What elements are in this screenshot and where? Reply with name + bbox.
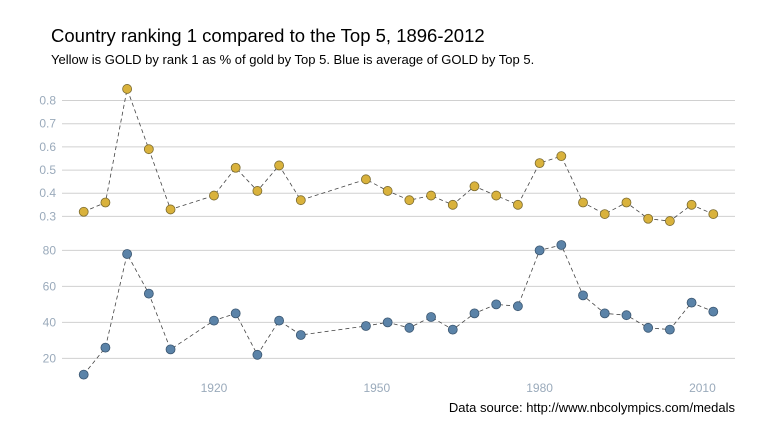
series-line-gold xyxy=(83,87,714,222)
y-tick-label: 40 xyxy=(43,315,57,329)
data-point-gold xyxy=(469,181,480,192)
y-tick-label: 0.8 xyxy=(39,94,56,108)
data-point-gold xyxy=(361,174,371,185)
x-tick-label: 1920 xyxy=(201,381,228,395)
y-tick-label: 80 xyxy=(43,243,57,257)
data-point-blue xyxy=(426,312,436,322)
data-point-gold xyxy=(599,209,610,219)
y-tick-label: 20 xyxy=(43,351,57,365)
x-tick-label: 1950 xyxy=(363,381,390,395)
data-point-blue xyxy=(122,249,133,259)
y-tick-label: 0.7 xyxy=(39,117,56,131)
data-point-blue xyxy=(534,245,545,256)
data-point-gold xyxy=(426,190,436,201)
data-point-blue xyxy=(491,299,502,310)
data-point-blue xyxy=(143,288,154,299)
x-tick-label: 1980 xyxy=(526,381,553,395)
data-point-gold xyxy=(122,84,133,94)
data-point-gold xyxy=(534,158,545,169)
data-point-gold xyxy=(686,199,697,210)
data-point-blue xyxy=(209,315,219,326)
y-tick-label: 0.4 xyxy=(39,186,56,200)
data-point-gold xyxy=(252,186,263,196)
data-point-gold xyxy=(165,204,176,215)
data-point-gold xyxy=(664,216,675,226)
data-point-blue xyxy=(643,322,654,333)
y-tick-label: 60 xyxy=(43,279,57,293)
data-point-gold xyxy=(578,197,588,208)
data-point-gold xyxy=(78,206,89,217)
data-point-blue xyxy=(100,342,111,353)
data-point-gold xyxy=(513,199,523,210)
y-tick-label: 0.6 xyxy=(39,140,56,154)
data-point-blue xyxy=(404,322,415,333)
x-tick-label: 2010 xyxy=(689,381,716,395)
data-point-blue xyxy=(599,308,610,319)
chart-subtitle: Yellow is GOLD by rank 1 as % of gold by… xyxy=(51,52,535,67)
data-point-blue xyxy=(382,317,393,328)
data-point-gold xyxy=(447,199,458,210)
data-point-gold xyxy=(382,186,393,196)
data-point-gold xyxy=(274,160,284,171)
data-point-gold xyxy=(708,209,719,219)
data-point-gold xyxy=(556,151,567,162)
data-point-blue xyxy=(621,310,632,321)
data-point-blue xyxy=(78,369,89,380)
data-point-blue xyxy=(556,240,567,250)
data-point-gold xyxy=(100,197,111,208)
data-point-blue xyxy=(230,308,241,319)
data-point-gold xyxy=(143,144,154,155)
data-point-gold xyxy=(209,190,219,201)
data-point-gold xyxy=(230,162,241,173)
data-point-gold xyxy=(491,190,502,201)
data-point-gold xyxy=(643,213,654,224)
chart-caption: Data source: http://www.nbcolympics.com/… xyxy=(448,400,735,415)
data-point-blue xyxy=(469,308,480,319)
chart-title: Country ranking 1 compared to the Top 5,… xyxy=(51,25,485,46)
data-point-gold xyxy=(621,197,632,208)
data-point-blue xyxy=(578,290,588,301)
data-point-blue xyxy=(252,349,263,360)
data-point-gold xyxy=(295,195,306,206)
panel-gold-ratio: 0.3 0.4 0.5 0.6 0.7 0.8 xyxy=(39,84,735,226)
data-point-blue xyxy=(686,297,697,308)
series-line-blue xyxy=(83,244,714,375)
data-point-blue xyxy=(447,324,458,335)
data-point-blue xyxy=(165,344,176,355)
y-tick-label: 0.3 xyxy=(39,209,56,223)
data-point-blue xyxy=(361,321,371,331)
y-tick-label: 0.5 xyxy=(39,163,56,177)
x-axis: 1920 1950 1980 2010 xyxy=(201,381,716,395)
data-point-gold xyxy=(404,195,415,206)
data-point-blue xyxy=(708,306,719,317)
panel-gold-average: 20 40 60 80 xyxy=(43,240,735,380)
data-point-blue xyxy=(513,301,523,312)
data-point-blue xyxy=(664,324,675,335)
data-point-blue xyxy=(295,330,306,340)
data-point-blue xyxy=(274,315,284,326)
